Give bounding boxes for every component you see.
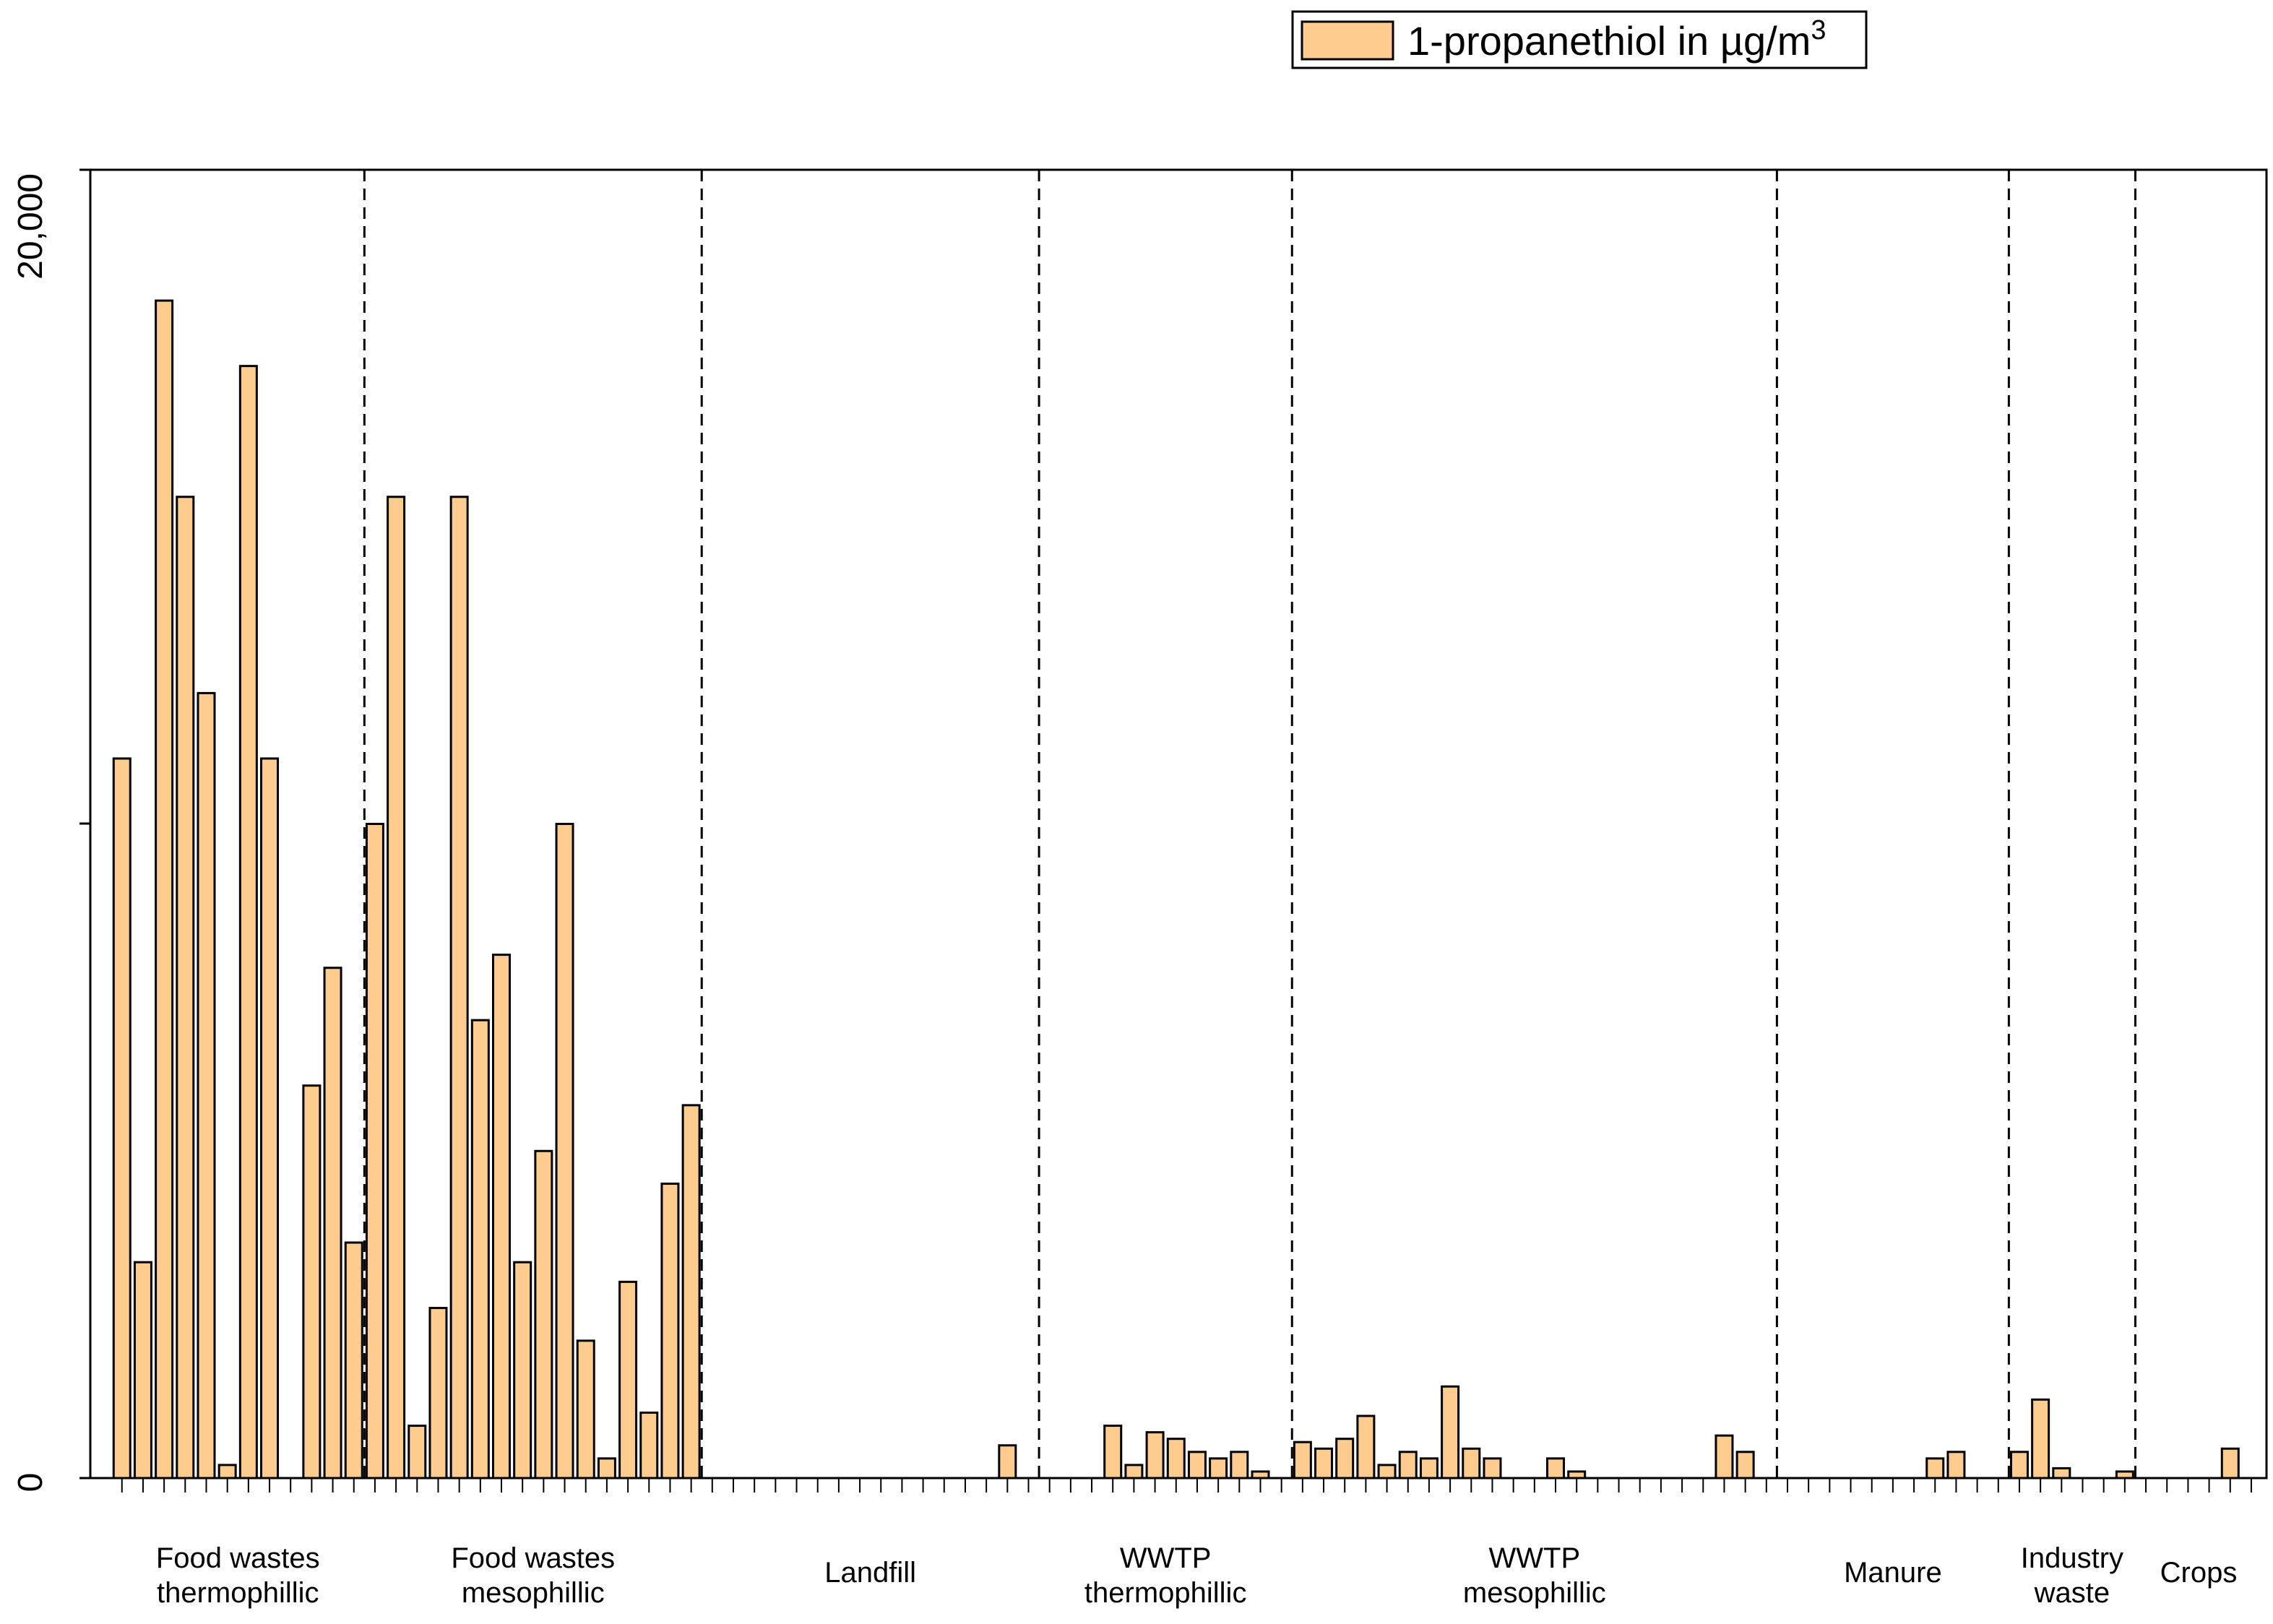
- bar: [1124, 1464, 1144, 1480]
- bar: [1293, 1441, 1312, 1480]
- category-label: Crops: [2160, 1557, 2238, 1589]
- y-tick-label-max: 20,000: [12, 173, 50, 280]
- category-label: Landfill: [824, 1557, 916, 1589]
- bar: [1398, 1451, 1418, 1480]
- bar: [1314, 1447, 1334, 1480]
- bar: [2052, 1467, 2071, 1480]
- category-label: mesophillic: [1463, 1577, 1606, 1609]
- bar: [597, 1457, 616, 1480]
- bar: [576, 1339, 595, 1480]
- bar: [449, 496, 469, 1480]
- bar: [618, 1280, 638, 1480]
- bar: [260, 757, 280, 1480]
- bar: [428, 1307, 448, 1480]
- bar: [555, 823, 574, 1480]
- bar: [2115, 1470, 2134, 1480]
- bar: [1230, 1451, 1249, 1480]
- group-dividers: [363, 170, 2136, 1478]
- legend-label: 1-propanethiol in µg/m3: [1407, 15, 1826, 64]
- bar: [470, 1019, 490, 1480]
- bar: [176, 496, 195, 1480]
- bar: [133, 1261, 152, 1480]
- category-label: Manure: [1844, 1557, 1942, 1589]
- legend: 1-propanethiol in µg/m3: [1291, 10, 1868, 69]
- bar: [2031, 1398, 2050, 1480]
- bar: [365, 823, 384, 1480]
- bar: [513, 1261, 532, 1480]
- bar: [1209, 1457, 1228, 1480]
- y-axis: 20,000 0: [12, 168, 92, 1493]
- bar: [302, 1084, 322, 1480]
- category-label: Food wastes: [156, 1542, 320, 1574]
- bar: [1145, 1431, 1165, 1480]
- bar: [387, 496, 406, 1480]
- category-label: Food wastes: [451, 1542, 615, 1574]
- bar: [681, 1104, 701, 1480]
- bar: [1377, 1464, 1397, 1480]
- bars: [112, 299, 2240, 1480]
- bar: [1441, 1385, 1460, 1480]
- bar: [155, 299, 174, 1480]
- bar: [1187, 1451, 1207, 1480]
- bar: [112, 757, 131, 1480]
- bar: [1946, 1451, 1966, 1480]
- bar: [639, 1411, 659, 1480]
- bar: [344, 1241, 363, 1480]
- bar: [323, 967, 342, 1480]
- y-tick-label-zero: 0: [12, 1473, 50, 1493]
- bar: [492, 954, 512, 1480]
- bar: [407, 1425, 427, 1480]
- bar: [1356, 1414, 1376, 1480]
- x-ticks: [121, 1478, 2252, 1493]
- bar: [2009, 1451, 2029, 1480]
- bar: [998, 1444, 1017, 1480]
- bar: [1166, 1438, 1186, 1480]
- bar: [2220, 1447, 2240, 1480]
- bar: [1335, 1438, 1355, 1480]
- bar: [1462, 1447, 1481, 1480]
- category-label: mesophillic: [462, 1577, 605, 1609]
- bar: [1567, 1470, 1587, 1480]
- category-label: WWTP: [1120, 1542, 1212, 1574]
- bar: [1715, 1434, 1734, 1480]
- plot-frame: [89, 168, 2268, 1480]
- bar: [1419, 1457, 1439, 1480]
- category-label: thermophillic: [157, 1577, 319, 1609]
- category-label: WWTP: [1489, 1542, 1581, 1574]
- bar: [1546, 1457, 1566, 1480]
- bar: [197, 691, 216, 1480]
- bar: [1925, 1457, 1945, 1480]
- bar: [217, 1464, 237, 1480]
- bar: [1251, 1470, 1270, 1480]
- bar: [1735, 1451, 1755, 1480]
- bar: [238, 365, 258, 1480]
- legend-label-superscript: 3: [1811, 15, 1826, 46]
- bar: [534, 1149, 553, 1480]
- bar: [1103, 1425, 1123, 1480]
- bar: [660, 1183, 680, 1480]
- bar: [1483, 1457, 1502, 1480]
- legend-swatch: [1301, 20, 1394, 61]
- category-label: Industry: [2021, 1542, 2123, 1574]
- category-label: thermophillic: [1084, 1577, 1247, 1609]
- category-label: waste: [2034, 1577, 2110, 1609]
- legend-label-text: 1-propanethiol in µg/m: [1407, 18, 1811, 64]
